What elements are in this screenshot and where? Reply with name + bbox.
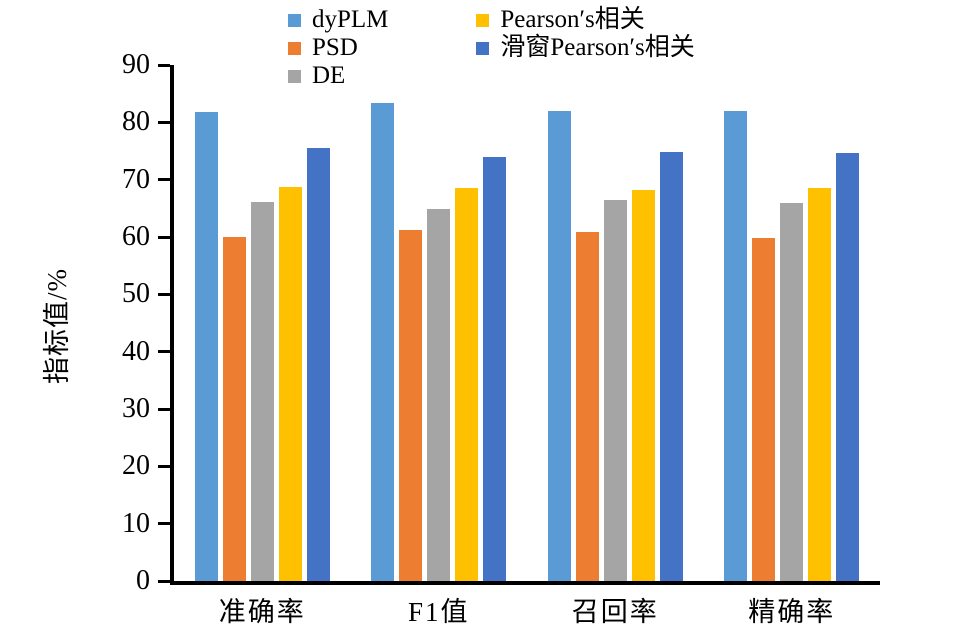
- y-tick: [158, 120, 170, 124]
- y-tick: [158, 350, 170, 354]
- bar-psd: [222, 237, 246, 581]
- bar-dyplm: [194, 112, 218, 581]
- x-category-label: 精确率: [748, 597, 836, 627]
- legend-label: DE: [312, 62, 346, 89]
- bar-pearson: [631, 190, 655, 581]
- y-axis-title: 指标值/%: [42, 268, 72, 384]
- bar-psd: [399, 230, 423, 581]
- y-tick-label: 40: [122, 335, 150, 367]
- y-tick-label: 10: [122, 507, 150, 539]
- legend-marker-dyplm: [288, 13, 301, 27]
- legend-marker-de: [288, 69, 301, 83]
- y-tick-label: 20: [122, 450, 150, 482]
- bar-sliding-pearson: [659, 151, 683, 581]
- bar-group-2: [351, 65, 528, 581]
- bar-psd: [752, 237, 776, 581]
- bar-psd: [575, 231, 599, 581]
- legend-item-psd: PSD: [288, 34, 388, 62]
- legend-item-sliding-pearson: 滑窗Pearson′s相关: [476, 34, 695, 62]
- bar-dyplm: [547, 110, 571, 581]
- legend-label: 滑窗Pearson′s相关: [500, 34, 695, 61]
- y-tick: [158, 63, 170, 67]
- bar-group-4: [704, 65, 881, 581]
- x-category-label: 召回率: [571, 597, 659, 627]
- bar-sliding-pearson: [483, 156, 507, 581]
- y-tick-label: 50: [122, 278, 150, 310]
- bar-de: [780, 203, 804, 581]
- y-tick: [158, 579, 170, 583]
- bar-group-3: [527, 65, 704, 581]
- legend-label: dyPLM: [312, 6, 389, 33]
- x-category-label: F1值: [407, 597, 470, 627]
- bar-de: [427, 208, 451, 581]
- y-tick: [158, 464, 170, 468]
- y-tick-label: 0: [136, 565, 150, 596]
- y-tick-label: 30: [122, 393, 150, 424]
- x-category-label: 准确率: [218, 597, 306, 627]
- chart-legend: dyPLM PSD DE Pearson′s相关 滑窗Pearson′s相关: [288, 6, 695, 92]
- legend-label: PSD: [312, 34, 358, 61]
- bar-pearson: [278, 186, 302, 581]
- bar-pearson: [455, 187, 479, 581]
- legend-item-pearson: Pearson′s相关: [476, 6, 694, 34]
- legend-item-dyplm: dyPLM: [288, 6, 388, 34]
- bar-group-1: [174, 65, 351, 581]
- legend-item-de: DE: [288, 62, 388, 90]
- y-tick: [158, 522, 170, 526]
- legend-marker-pearson: [476, 13, 490, 27]
- x-axis-labels: 准确率 F1值 召回率 精确率: [0, 596, 957, 632]
- legend-marker-sliding-pearson: [476, 41, 490, 55]
- legend-label: Pearson′s相关: [500, 6, 645, 33]
- legend-marker-psd: [288, 41, 301, 55]
- y-tick-label: 70: [122, 163, 150, 195]
- y-tick: [158, 292, 170, 296]
- bar-de: [603, 200, 627, 581]
- bar-pearson: [808, 188, 832, 581]
- bar-de: [250, 202, 274, 581]
- bar-dyplm: [724, 110, 748, 581]
- bar-sliding-pearson: [306, 148, 330, 581]
- plot-area: 0 10 20 30 40 50 60 70 80 90: [122, 51, 881, 595]
- y-tick-label: 80: [122, 106, 150, 138]
- bar-sliding-pearson: [836, 152, 860, 581]
- y-tick-label: 60: [122, 221, 150, 252]
- y-tick: [158, 235, 170, 239]
- bar-dyplm: [371, 102, 395, 581]
- y-tick-label: 90: [122, 49, 150, 80]
- y-tick: [158, 178, 170, 182]
- y-tick: [158, 407, 170, 411]
